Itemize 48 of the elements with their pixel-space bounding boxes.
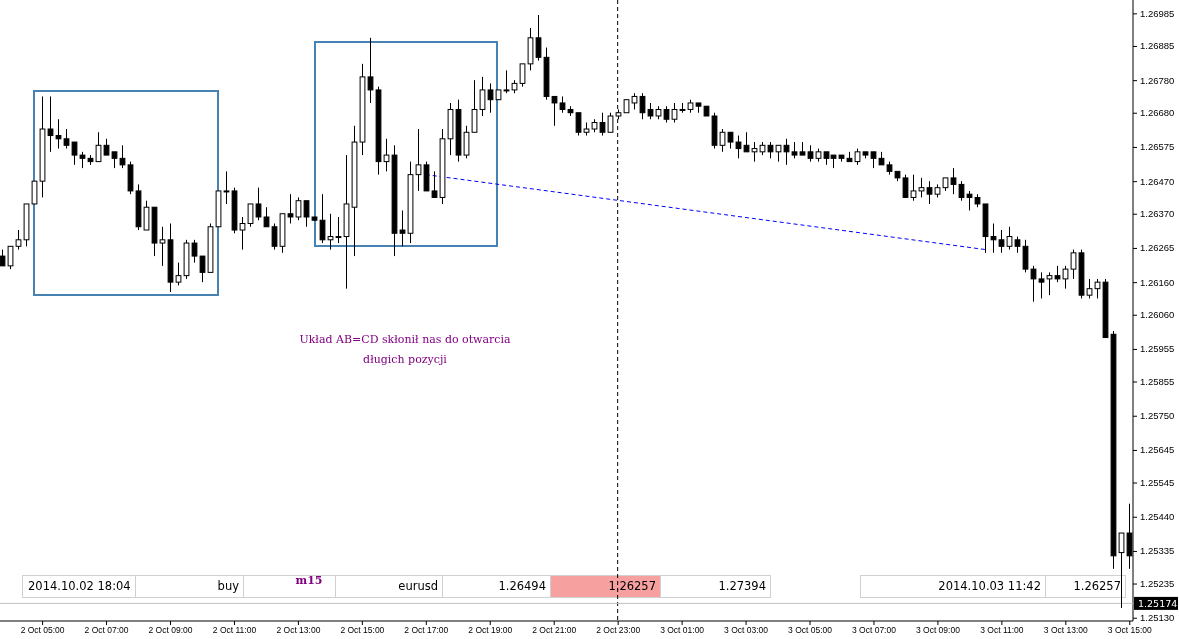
annotation: buy: [217, 579, 240, 593]
x-tick-label: 2 Oct 09:00: [148, 625, 193, 636]
y-tick-label: 1.26985: [1140, 7, 1175, 19]
y-tick-label: 1.26470: [1140, 175, 1175, 187]
y-tick-label: 1.25750: [1140, 410, 1175, 422]
ref-line-label: 1.25174: [1138, 597, 1178, 609]
y-tick-label: 1.26370: [1140, 208, 1175, 220]
y-tick-label: 1.25235: [1140, 578, 1175, 590]
x-tick-label: 2 Oct 23:00: [596, 625, 641, 636]
x-tick-label: 3 Oct 07:00: [851, 625, 897, 636]
x-tick-label: 3 Oct 13:00: [1043, 625, 1089, 636]
x-tick-label: 3 Oct 03:00: [724, 625, 769, 636]
x-tick-label: 2 Oct 07:00: [84, 625, 129, 636]
x-tick-label: 2 Oct 17:00: [404, 625, 449, 636]
y-tick-label: 1.26885: [1140, 40, 1175, 52]
x-tick-label: 3 Oct 05:00: [788, 625, 833, 636]
x-tick-label: 2 Oct 05:00: [20, 625, 65, 636]
y-tick-label: 1.26160: [1140, 276, 1175, 288]
y-tick-label: 1.25440: [1140, 511, 1175, 523]
annotation: Układ AB=CD skłonił nas do otwarcia długich pozycji: [299, 333, 512, 366]
annotation: 2014.10.02 18:04: [28, 579, 131, 593]
x-tick-label: 2 Oct 13:00: [276, 625, 321, 636]
annotation: 1.27394: [718, 579, 766, 593]
y-tick-label: 1.25545: [1140, 477, 1175, 489]
x-tick-label: 3 Oct 11:00: [980, 625, 1024, 636]
x-tick-label: 2 Oct 21:00: [532, 625, 577, 636]
x-tick-label: 2 Oct 15:00: [340, 625, 385, 636]
y-tick-label: 1.26680: [1140, 107, 1175, 119]
y-tick-label: 1.25955: [1140, 343, 1175, 355]
x-tick-label: 3 Oct 15:00: [1107, 625, 1153, 636]
y-tick-label: 1.26265: [1140, 242, 1175, 254]
y-tick-label: 1.26575: [1140, 141, 1175, 153]
annotation: 1.26257: [608, 579, 656, 593]
y-tick-label: 1.26060: [1140, 309, 1175, 321]
y-tick-label: 1.25130: [1140, 612, 1175, 624]
y-tick-label: 1.26780: [1140, 74, 1175, 86]
x-tick-label: 3 Oct 09:00: [915, 625, 961, 636]
y-tick-label: 1.25335: [1140, 545, 1175, 557]
annotation: 1.26257: [1073, 579, 1121, 593]
x-tick-label: 2 Oct 19:00: [468, 625, 513, 636]
annotation: eurusd: [398, 579, 438, 593]
x-tick-label: 2 Oct 11:00: [212, 625, 257, 636]
annotation: m15: [295, 574, 323, 587]
annotation: 2014.10.03 11:42: [938, 579, 1041, 593]
y-tick-label: 1.25855: [1140, 376, 1175, 388]
annotation: 1.26494: [498, 579, 546, 593]
x-tick-label: 3 Oct 01:00: [660, 625, 705, 636]
y-tick-label: 1.25645: [1140, 444, 1175, 456]
